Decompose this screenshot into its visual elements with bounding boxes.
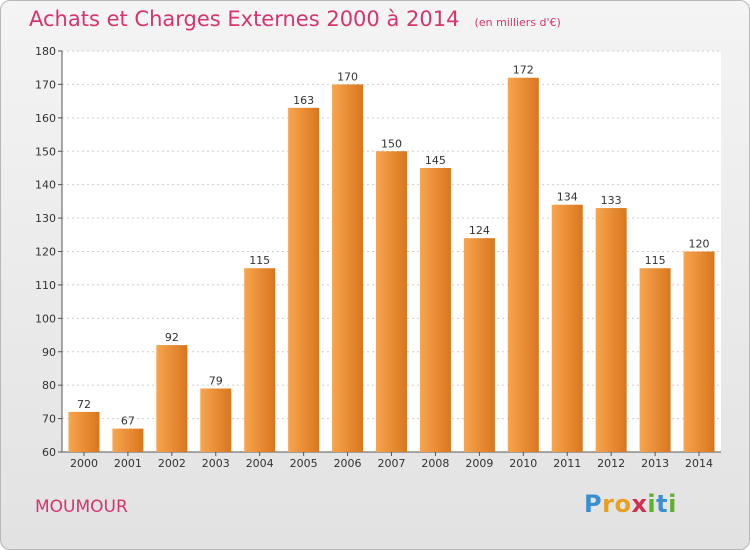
bar (595, 208, 627, 452)
x-tick-label: 2007 (378, 457, 406, 470)
brand-letter: r (602, 490, 615, 518)
bar-value-label: 150 (381, 137, 402, 150)
chart-unit-note: (en milliers d'€) (474, 16, 561, 29)
bar (68, 411, 100, 452)
y-tick-label: 140 (35, 179, 56, 192)
y-tick-label: 130 (35, 212, 56, 225)
y-tick-label: 110 (35, 279, 56, 292)
bar (507, 77, 539, 452)
y-tick-label: 150 (35, 145, 56, 158)
bar-value-label: 133 (601, 194, 622, 207)
bar-value-label: 120 (689, 238, 710, 251)
x-tick-label: 2005 (290, 457, 318, 470)
bar (376, 151, 407, 452)
bar-value-label: 67 (121, 415, 135, 428)
x-tick-label: 2010 (509, 457, 537, 470)
x-tick-label: 2002 (158, 457, 186, 470)
brand-letter: i (647, 490, 657, 518)
bar (639, 268, 671, 452)
y-tick-label: 160 (35, 112, 56, 125)
bar (683, 251, 715, 452)
bar (463, 238, 495, 452)
brand-letter: i (668, 490, 677, 518)
bar-value-label: 115 (645, 254, 666, 267)
x-tick-label: 2013 (641, 457, 669, 470)
bar-value-label: 92 (165, 331, 179, 344)
bar (288, 107, 320, 452)
bar (332, 84, 364, 453)
y-tick-label: 90 (42, 346, 56, 359)
x-tick-label: 2011 (553, 457, 581, 470)
bar-value-label: 79 (209, 375, 223, 388)
y-tick-label: 70 (42, 413, 56, 426)
brand-letter: x (631, 490, 648, 518)
bar (200, 388, 232, 452)
x-tick-label: 2000 (70, 457, 98, 470)
chart-title: Achats et Charges Externes 2000 à 2014 (29, 7, 460, 31)
brand-logo: Proxiti (584, 490, 677, 518)
y-tick-label: 170 (35, 78, 56, 91)
x-tick-label: 2008 (421, 457, 449, 470)
brand-letter: P (584, 490, 603, 518)
x-tick-label: 2001 (114, 457, 142, 470)
y-tick-label: 120 (35, 246, 56, 259)
bar-value-label: 172 (513, 64, 534, 77)
x-tick-label: 2009 (465, 457, 493, 470)
y-tick-label: 100 (35, 312, 56, 325)
bar (419, 167, 451, 453)
bar-value-label: 134 (557, 191, 578, 204)
brand-letter: t (656, 490, 669, 518)
bar (244, 268, 276, 452)
y-tick-label: 60 (42, 446, 56, 459)
x-tick-label: 2003 (202, 457, 230, 470)
bar-value-label: 115 (249, 254, 270, 267)
bar-value-label: 145 (425, 154, 446, 167)
x-tick-label: 2006 (334, 457, 362, 470)
x-tick-label: 2004 (246, 457, 274, 470)
x-tick-label: 2012 (597, 457, 625, 470)
bar (156, 345, 188, 452)
y-tick-label: 180 (35, 45, 56, 58)
bar (551, 204, 583, 452)
commune-name: MOUMOUR (35, 497, 128, 517)
x-tick-label: 2014 (685, 457, 713, 470)
bar-value-label: 170 (337, 70, 358, 83)
title-row: Achats et Charges Externes 2000 à 2014 (… (29, 7, 561, 31)
y-tick-label: 80 (42, 379, 56, 392)
bar-value-label: 124 (469, 224, 490, 237)
bar-value-label: 163 (293, 94, 314, 107)
brand-letter: o (614, 490, 632, 518)
bar (112, 428, 144, 452)
bar-value-label: 72 (77, 398, 91, 411)
